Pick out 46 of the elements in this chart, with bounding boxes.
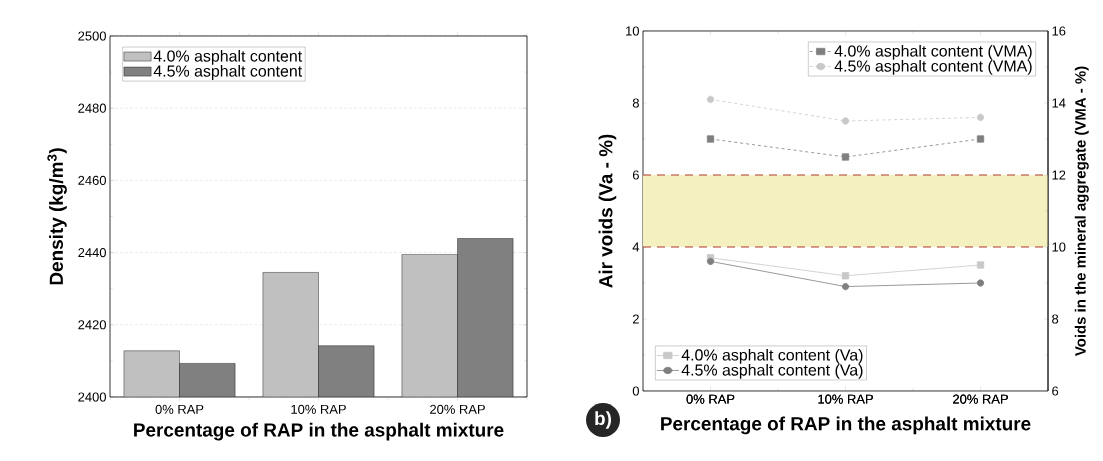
legend-label: 4.5% asphalt content (VMA) (834, 60, 1032, 75)
x-tick-label: 10% RAP (291, 404, 346, 414)
y2-tick-label: 10 (1052, 242, 1066, 252)
text: b) (595, 411, 611, 429)
y2-tick-label: 14 (1052, 98, 1066, 108)
x-tick-label: 0% RAP (686, 394, 735, 404)
y-tick-label: 2400 (78, 392, 106, 402)
point (841, 117, 850, 125)
legend-label: 4.0% asphalt content (VMA) (834, 44, 1032, 60)
legend-label: 4.5% asphalt content (153, 65, 303, 80)
y-tick-label: 8 (632, 98, 639, 108)
point (976, 135, 985, 143)
y-tick-label: 2480 (78, 103, 106, 113)
point (976, 113, 985, 121)
y-tick-label: 0 (632, 386, 639, 396)
y2-tick-label: 6 (1052, 386, 1059, 396)
y-axis-title: Air voids (Va - %) (598, 134, 617, 288)
x-tick-label: 0% RAP (155, 404, 204, 414)
x-tick-label: 10% RAP (818, 394, 873, 404)
x-axis-title: Percentage of RAP in the asphalt mixture (661, 416, 1031, 435)
legend-label: 4.0% asphalt content (Va) (681, 348, 863, 364)
x-tick-label: 20% RAP (430, 404, 485, 414)
y-tick-label: 2500 (78, 31, 106, 41)
point (976, 279, 985, 287)
legend-label: 4.5% asphalt content (Va) (681, 363, 863, 379)
y-tick-label: 2 (632, 314, 639, 324)
y2-tick-label: 12 (1052, 170, 1066, 180)
point (706, 95, 715, 103)
y-axis-title: Density (kg/m$^{3}$) (47, 148, 67, 285)
point (841, 272, 850, 280)
point (706, 135, 715, 143)
y-tick-label: 2420 (78, 320, 106, 330)
legend-label: 4.0% asphalt content (153, 50, 303, 65)
point (976, 261, 985, 269)
point (841, 153, 850, 161)
point (841, 282, 850, 291)
y-tick-label: 6 (632, 170, 639, 180)
y-tick-label: 2460 (78, 175, 106, 185)
x-tick-label: 20% RAP (953, 394, 1008, 404)
y-tick-label: 2440 (78, 248, 106, 258)
y-tick-label: 10 (626, 26, 639, 36)
y2-tick-label: 8 (1052, 314, 1059, 324)
x-axis-title: Percentage of RAP in the asphalt mixture (134, 422, 504, 441)
y2-tick-label: 16 (1052, 26, 1066, 36)
y2-axis-title: Voids in the mineral aggregate (VMA - %) (1074, 66, 1089, 357)
y-tick-label: 4 (632, 242, 640, 252)
